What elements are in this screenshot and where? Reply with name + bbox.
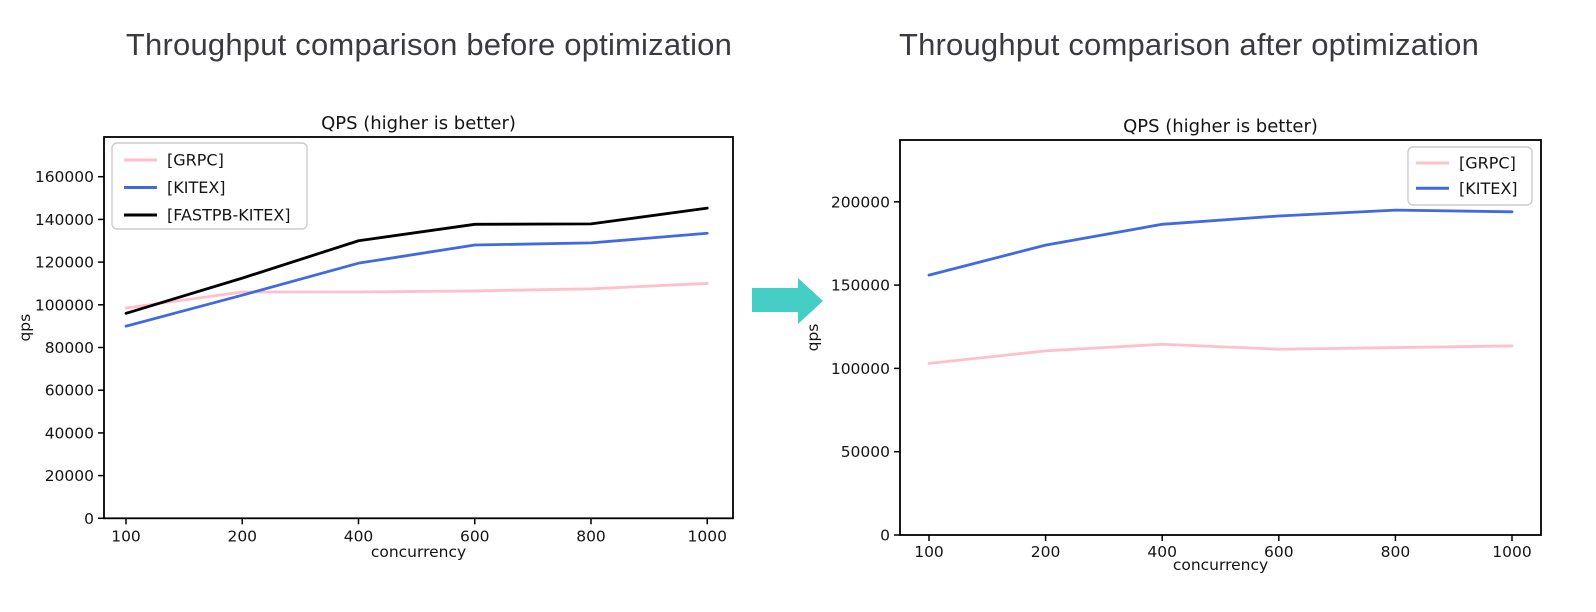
before-chart-heading: Throughput comparison before optimizatio… bbox=[125, 27, 733, 62]
x-tick-label: 400 bbox=[344, 527, 374, 545]
chart-title: QPS (higher is better) bbox=[321, 113, 516, 134]
x-tick-label: 1000 bbox=[1492, 543, 1531, 561]
x-tick-label: 200 bbox=[227, 527, 257, 545]
series-line-grpc bbox=[124, 282, 709, 310]
y-tick-label: 60000 bbox=[45, 382, 94, 400]
legend-box bbox=[111, 142, 308, 230]
y-axis-label: qps bbox=[804, 324, 822, 352]
plot-border bbox=[103, 136, 734, 520]
plot-border bbox=[899, 139, 1542, 536]
chart-title: QPS (higher is better) bbox=[1123, 116, 1318, 137]
y-tick-label: 100000 bbox=[831, 360, 890, 378]
x-tick-label: 800 bbox=[576, 527, 606, 545]
y-tick-label: 40000 bbox=[45, 424, 94, 442]
x-tick-label: 600 bbox=[1264, 543, 1294, 561]
legend-label: [GRPC] bbox=[1459, 154, 1516, 173]
x-tick-label: 800 bbox=[1381, 543, 1411, 561]
series-line-kitex bbox=[927, 208, 1514, 277]
y-tick-label: 80000 bbox=[45, 339, 94, 357]
series-line-fastpb-kitex bbox=[124, 206, 709, 315]
legend-label: [KITEX] bbox=[1459, 179, 1518, 198]
y-tick-label: 0 bbox=[880, 527, 890, 545]
legend-label: [KITEX] bbox=[167, 178, 226, 197]
x-tick-label: 400 bbox=[1147, 543, 1177, 561]
x-axis-label: concurrency bbox=[371, 543, 466, 561]
y-axis-label: qps bbox=[16, 314, 34, 342]
x-axis-label: concurrency bbox=[1173, 556, 1268, 574]
legend-label: [FASTPB-KITEX] bbox=[167, 206, 291, 225]
x-tick-label: 600 bbox=[460, 527, 490, 545]
right-arrow-shape bbox=[752, 278, 823, 324]
y-tick-label: 100000 bbox=[35, 296, 94, 314]
series-line-grpc bbox=[927, 342, 1514, 365]
chart-before-optimization: 0 20000 40000 60000 80000 100000 120000 140000 1… bbox=[16, 113, 734, 561]
y-tick-label: 50000 bbox=[841, 443, 890, 461]
x-tick-label: 1000 bbox=[688, 527, 727, 545]
after-chart-heading: Throughput comparison after optimization bbox=[898, 27, 1480, 62]
y-tick-label: 0 bbox=[84, 510, 94, 528]
right-arrow-icon bbox=[752, 278, 823, 324]
y-tick-label: 120000 bbox=[35, 254, 94, 272]
x-tick-label: 100 bbox=[914, 543, 944, 561]
y-tick-label: 20000 bbox=[45, 467, 94, 485]
legend-label: [GRPC] bbox=[167, 151, 224, 170]
x-tick-label: 200 bbox=[1031, 543, 1061, 561]
x-tick-label: 100 bbox=[111, 527, 141, 545]
y-tick-label: 200000 bbox=[831, 193, 890, 211]
y-tick-label: 150000 bbox=[831, 277, 890, 295]
y-tick-label: 160000 bbox=[35, 168, 94, 186]
y-tick-label: 140000 bbox=[35, 211, 94, 229]
series-line-kitex bbox=[124, 231, 709, 328]
